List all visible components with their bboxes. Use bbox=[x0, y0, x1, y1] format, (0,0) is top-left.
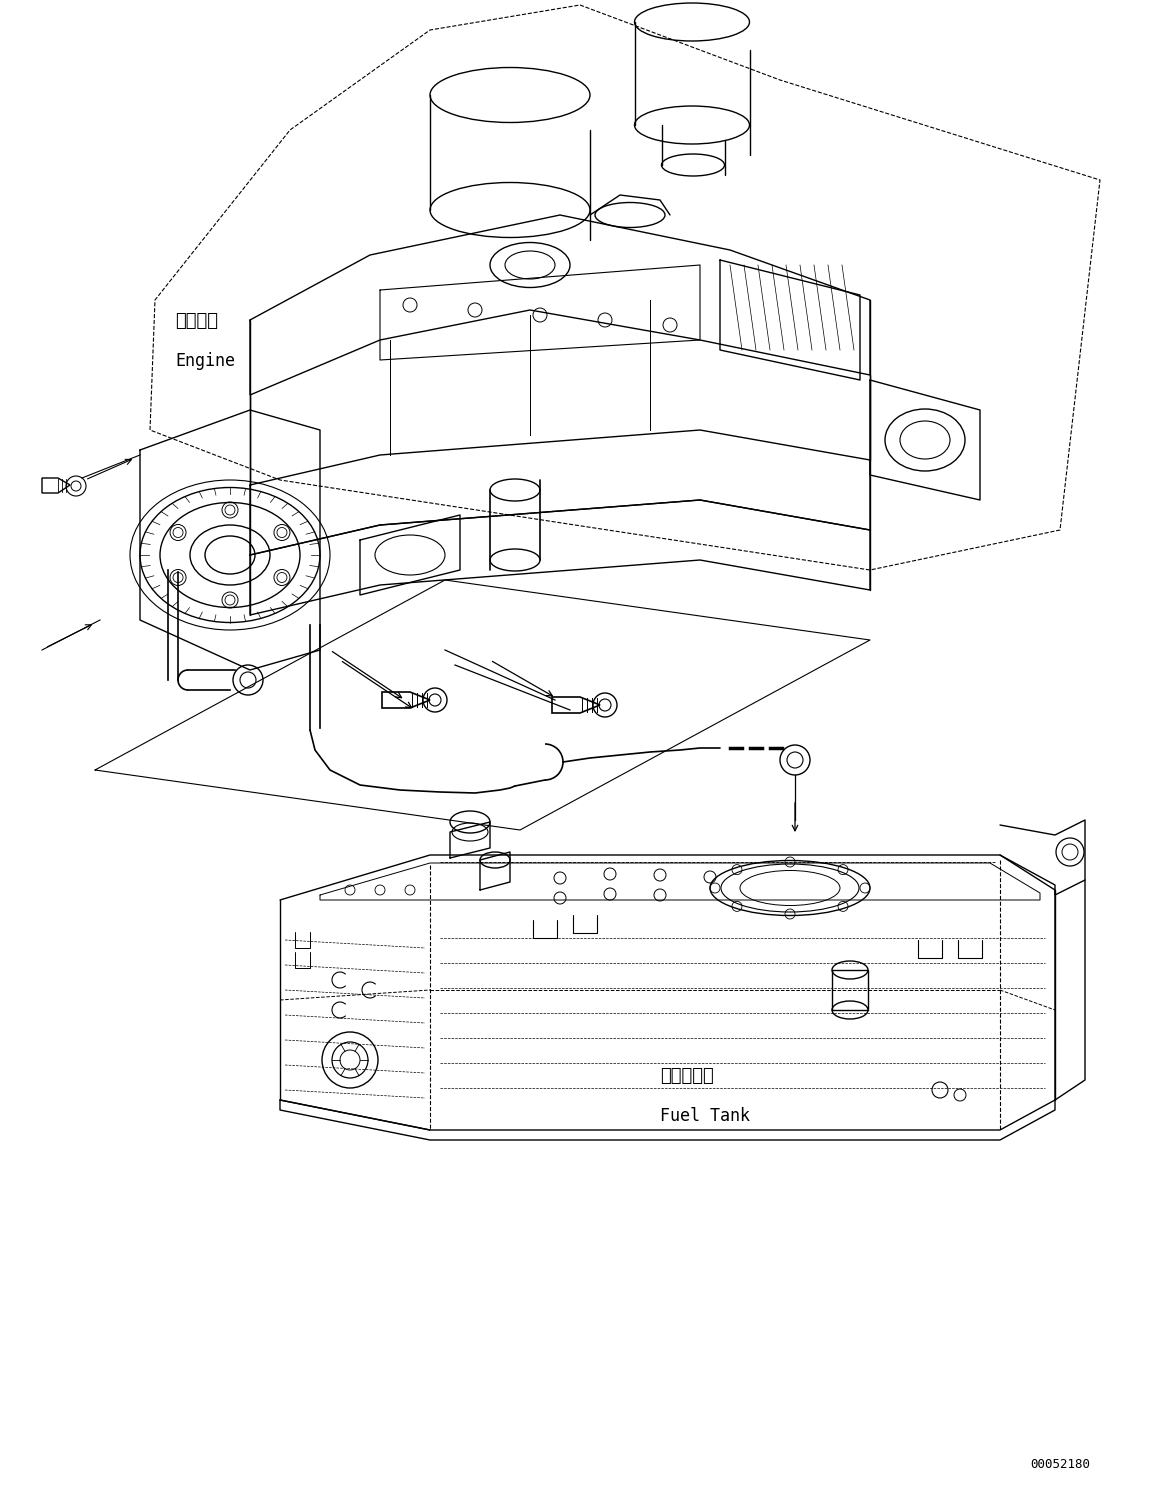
Text: Fuel Tank: Fuel Tank bbox=[659, 1106, 750, 1126]
Text: 00052180: 00052180 bbox=[1030, 1458, 1089, 1472]
Text: エンジン: エンジン bbox=[175, 312, 218, 330]
Text: 燃料タンク: 燃料タンク bbox=[659, 1068, 714, 1085]
Text: Engine: Engine bbox=[175, 352, 235, 370]
